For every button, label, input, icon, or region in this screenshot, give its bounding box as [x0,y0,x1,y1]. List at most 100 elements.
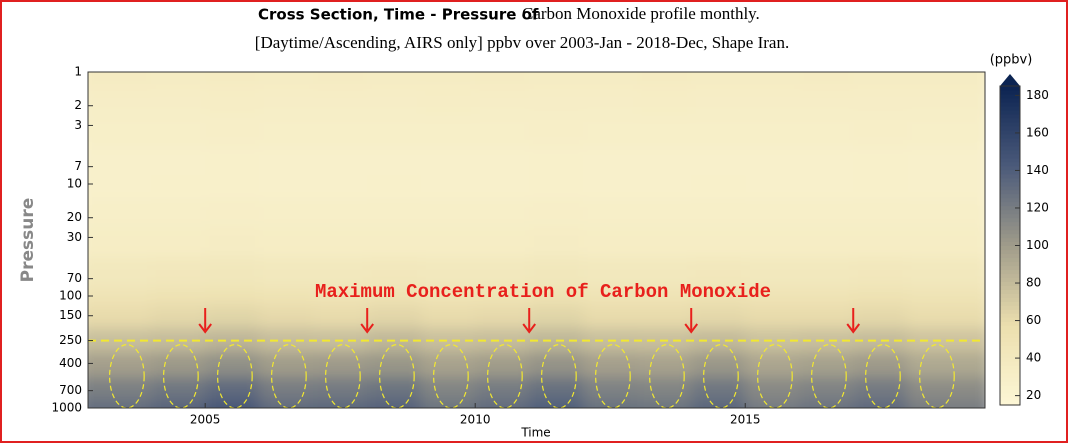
colorbar-step [1000,233,1020,239]
heat-cell [313,200,368,229]
heat-cell [691,115,746,147]
heat-cell [907,146,985,176]
heat-cell [637,88,692,117]
heat-cell [799,175,854,202]
heat-cell [367,200,422,229]
heat-cell [745,377,800,400]
heat-cell [637,175,692,202]
arrow-head [522,323,537,334]
heat-cell [367,258,422,288]
colorbar-step [1000,273,1020,278]
heat-cell [313,287,368,307]
y-tick-label: 700 [59,383,82,397]
y-tick-label: 100 [59,289,82,303]
heat-cell [691,175,746,202]
colorbar-step [1000,341,1020,346]
heat-cell [205,258,260,288]
heat-cell [151,146,206,176]
heat-cell [475,258,530,288]
colorbar-step [1000,193,1020,199]
heat-cell [367,175,422,202]
colorbar-step [1000,113,1020,119]
colorbar-step [1000,265,1020,271]
colorbar-step [1000,225,1020,231]
colorbar-step [1000,149,1020,155]
heat-cell [421,377,476,400]
colorbar-step [1000,145,1020,151]
highlight-ellipse [703,343,739,408]
heat-cell [853,146,908,176]
heat-cell [745,200,800,229]
heat-cell [475,146,530,176]
heat-cell [475,399,530,408]
colorbar-step [1000,189,1020,195]
y-tick-label: 150 [59,308,82,322]
colorbar-step [1000,245,1020,251]
heat-cell [691,146,746,176]
x-tick-label: 2015 [730,413,761,427]
heat-cell [745,175,800,202]
y-tick-label: 2 [74,98,82,112]
colorbar-step [1000,381,1020,386]
colorbar-tick-label: 80 [1026,276,1041,290]
colorbar-step [1000,161,1020,167]
heat-cell [583,88,638,117]
heat-cell [907,377,985,400]
highlight-ellipse [109,343,145,408]
heat-cell [151,287,206,307]
heat-cell [799,88,854,117]
y-tick-label: 1 [74,65,82,79]
heat-cell [583,287,638,307]
heat-cell [475,115,530,147]
heat-cell [313,88,368,117]
colorbar-step [1000,86,1020,91]
heat-cell [367,88,422,117]
colorbar-tick-label: 60 [1026,313,1041,327]
heat-cell [529,258,584,288]
heat-cell [907,227,985,259]
heat-cell [367,115,422,147]
colorbar-step [1000,205,1020,211]
colorbar-step [1000,173,1020,179]
heat-cell [88,377,152,400]
heat-cell [799,377,854,400]
overlay [88,339,985,408]
colorbar-step [1000,185,1020,191]
heat-cell [475,175,530,202]
heat-cell [529,115,584,147]
heat-cell [853,175,908,202]
highlight-ellipse [811,343,847,408]
colorbar-step [1000,89,1020,95]
heat-cell [475,88,530,117]
colorbar-tick-label: 100 [1026,238,1049,252]
heat-cell [88,175,152,202]
heat-cell [205,287,260,307]
colorbar-step [1000,121,1020,127]
heat-cell [151,227,206,259]
colorbar-tick-label: 160 [1026,125,1049,139]
arrow-head [360,323,374,334]
heat-cell [799,305,854,329]
colorbar-tick-label: 140 [1026,163,1049,177]
colorbar-step [1000,237,1020,243]
colorbar-step [1000,389,1020,394]
heat-cell [691,305,746,329]
highlight-ellipse [487,343,523,408]
heat-cell [88,200,152,229]
heat-cell [151,88,206,117]
colorbar-step [1000,197,1020,203]
heat-cell [88,352,152,378]
heat-cell [907,399,985,408]
colorbar-step [1000,177,1020,183]
heat-cell [205,115,260,147]
colorbar-step [1000,141,1020,147]
heat-cell [637,146,692,176]
heat-cell [691,377,746,400]
heat-cell [691,258,746,288]
y-tick-label: 7 [74,159,82,173]
heat-cell [475,227,530,259]
highlight-ellipse [433,343,469,408]
heat-cell [421,200,476,229]
colorbar-label: (ppbv) [990,53,1033,68]
colorbar-step [1000,365,1020,370]
